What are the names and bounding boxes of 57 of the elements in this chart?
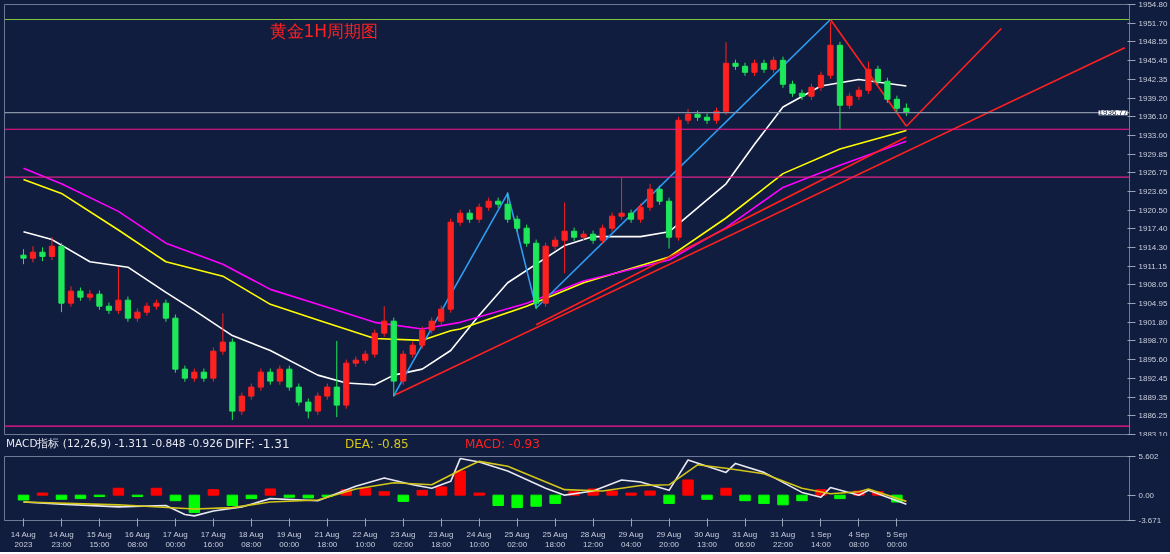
x-tick-label: 17 Aug 00:00 <box>162 529 188 550</box>
y-tick-label: 1917.40 <box>1138 224 1168 234</box>
x-tick-label: 31 Aug 22:00 <box>770 529 796 550</box>
text: MACD: -0.93 <box>465 436 540 453</box>
y-tick-label: 1920.50 <box>1138 205 1168 215</box>
x-tick-label: 24 Aug 10:00 <box>466 529 492 550</box>
text: MACD指标 (12,26,9) -1.311 -0.848 -0.926 <box>6 436 223 451</box>
x-tick-label: 28 Aug 12:00 <box>580 529 606 550</box>
y-tick-label: 1898.70 <box>1138 336 1168 346</box>
y-tick-label: 1886.25 <box>1138 411 1168 421</box>
text: DIFF: -1.31 <box>225 436 290 453</box>
y-tick-label: 1951.70 <box>1138 18 1168 28</box>
x-tick-label: 17 Aug 16:00 <box>200 529 226 550</box>
y-tick-label: 1948.55 <box>1138 37 1168 47</box>
x-tick-label: 16 Aug 08:00 <box>124 529 150 550</box>
y-tick-label: 1904.95 <box>1138 298 1168 308</box>
x-tick-label: 1 Sep 14:00 <box>810 529 832 550</box>
x-tick-label: 22 Aug 10:00 <box>352 529 378 550</box>
x-tick-label: 15 Aug 15:00 <box>86 529 112 550</box>
y-tick-label: 1883.10 <box>1138 429 1168 439</box>
y-tick-label: 1933.00 <box>1138 130 1168 140</box>
x-tick-label: 19 Aug 00:00 <box>276 529 302 550</box>
y-tick-label: 1942.35 <box>1138 74 1168 84</box>
x-tick-label: 21 Aug 18:00 <box>314 529 340 550</box>
x-tick-label: 25 Aug 02:00 <box>504 529 530 550</box>
x-tick-label: 5 Sep 00:00 <box>886 529 908 550</box>
x-tick-label: 23 Aug 18:00 <box>428 529 454 550</box>
x-tick-label: 29 Aug 20:00 <box>656 529 682 550</box>
y-tick-label: 0.00 <box>1138 490 1155 500</box>
y-tick-label: 1939.20 <box>1138 93 1168 103</box>
y-tick-label: 1923.65 <box>1138 186 1168 196</box>
text: DEA: -0.85 <box>345 436 409 453</box>
y-tick-label: 1945.45 <box>1138 56 1168 66</box>
x-tick-label: 30 Aug 13:00 <box>694 529 720 550</box>
y-tick-label: -3.671 <box>1138 516 1162 525</box>
y-tick-label: 1929.85 <box>1138 149 1168 159</box>
y-tick-label: 1892.45 <box>1138 373 1168 383</box>
y-tick-label: 1926.75 <box>1138 168 1168 178</box>
ref-line-label: 1936.77 <box>1098 108 1129 118</box>
x-tick-label: 31 Aug 06:00 <box>732 529 758 550</box>
y-tick-label: 1914.30 <box>1138 242 1168 252</box>
y-tick-label: 1889.35 <box>1138 392 1168 402</box>
x-tick-label: 14 Aug 23:00 <box>48 529 74 550</box>
x-tick-label: 29 Aug 04:00 <box>618 529 644 550</box>
text: 黄金1H周期图 <box>269 20 379 41</box>
x-tick-label: 23 Aug 02:00 <box>390 529 416 550</box>
y-tick-label: 1895.60 <box>1138 355 1168 365</box>
y-tick-label: 1954.80 <box>1138 0 1168 9</box>
y-tick-label: 1908.05 <box>1138 280 1168 290</box>
x-tick-label: 14 Aug 2023 <box>10 529 36 550</box>
y-tick-label: 5.602 <box>1138 452 1160 461</box>
y-tick-label: 1901.80 <box>1138 317 1168 327</box>
y-tick-label: 1936.10 <box>1138 112 1168 122</box>
x-tick-label: 18 Aug 08:00 <box>238 529 264 550</box>
x-tick-label: 25 Aug 18:00 <box>542 529 568 550</box>
x-tick-label: 4 Sep 08:00 <box>848 529 870 550</box>
y-tick-label: 1911.15 <box>1138 261 1168 271</box>
